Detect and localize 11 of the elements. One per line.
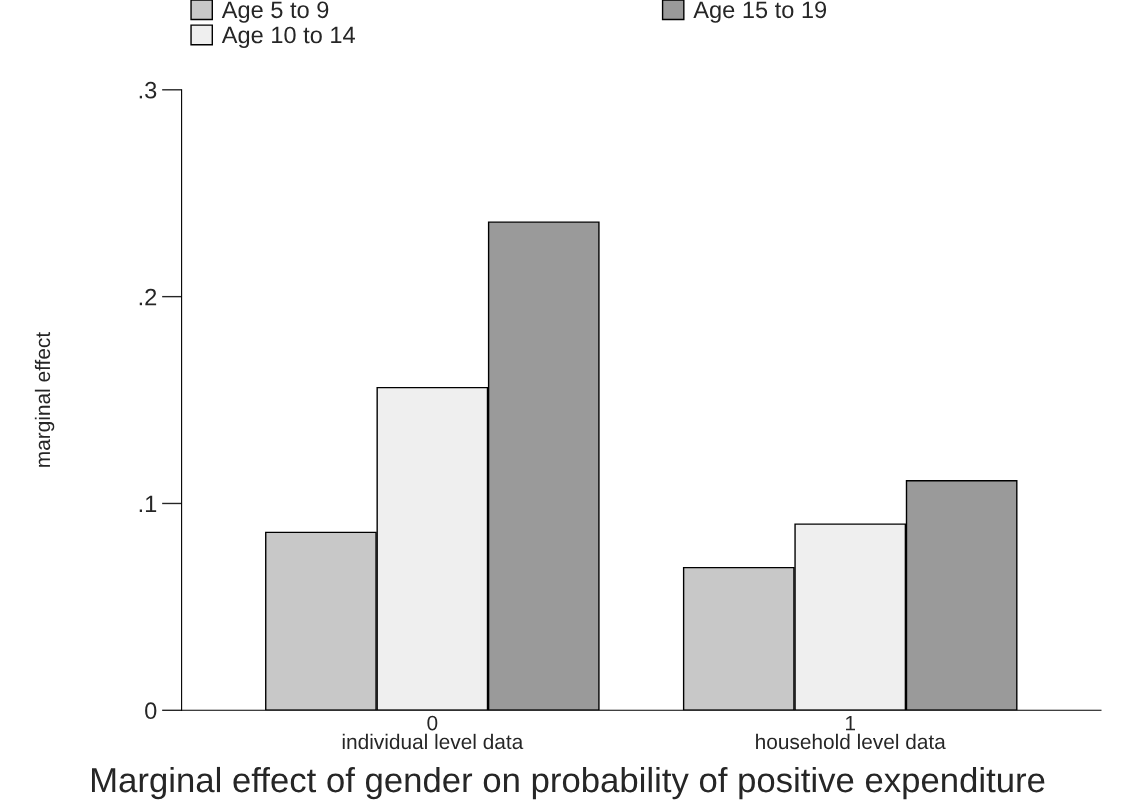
legend-label: Age 10 to 14: [221, 26, 355, 49]
y-axis-title: marginal effect: [34, 332, 55, 467]
y-tick-label: .3: [139, 81, 157, 99]
legend-label: Age 5 to 9: [221, 1, 329, 23]
y-tick-label: .2: [139, 288, 157, 306]
x-tick-label: 0 individual level data: [342, 715, 524, 750]
y-tick-label: 0: [145, 702, 157, 720]
legend-label: Age 15 to 19: [693, 1, 827, 23]
y-tick-label: .1: [139, 495, 157, 513]
text: Marginal effect of gender on probability of positive expenditure: [92, 766, 1045, 800]
x-tick-label: 1 household level data: [756, 715, 946, 750]
